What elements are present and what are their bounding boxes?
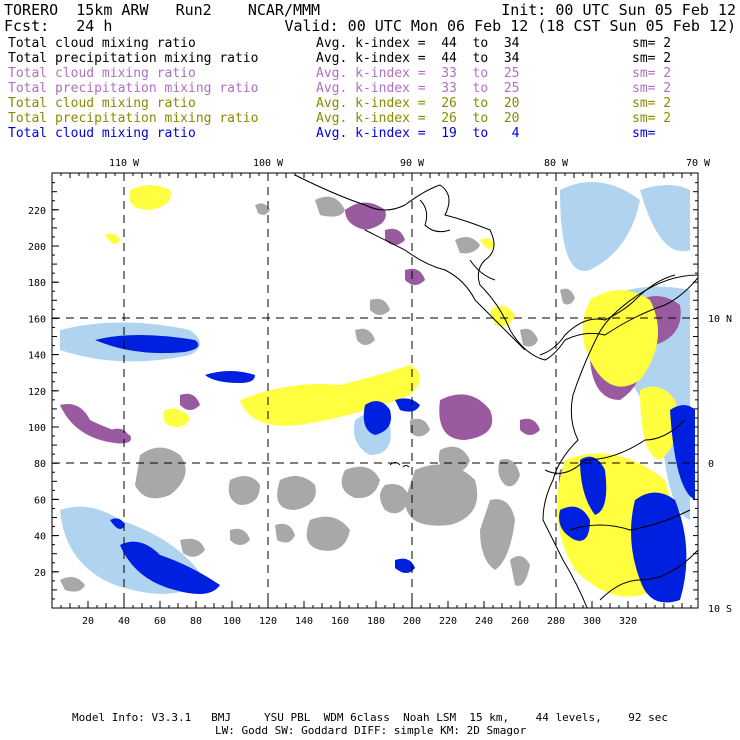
- x-tick-label: 60: [154, 616, 166, 627]
- y-tick-label: 180: [28, 278, 46, 289]
- legend-sm: sm=: [632, 126, 664, 141]
- y-tick-label: 100: [28, 423, 46, 434]
- legend-kidx: Avg. k-index = 26 to 20: [316, 96, 520, 111]
- x-tick-label: 300: [583, 616, 601, 627]
- legend-field: Total cloud mixing ratio: [8, 36, 196, 51]
- legend-sm: sm= 2: [632, 36, 672, 51]
- legend-field: Total cloud mixing ratio: [8, 66, 196, 81]
- x-tick-label: 180: [367, 616, 385, 627]
- y-tick-label: 60: [34, 495, 46, 506]
- legend-field: Total precipitation mixing ratio: [8, 111, 259, 126]
- y-tick-label: 40: [34, 532, 46, 543]
- legend-kidx: Avg. k-index = 33 to 25: [316, 81, 520, 96]
- legend-kidx: Avg. k-index = 19 to 4: [316, 126, 520, 141]
- lat-label: 0: [708, 459, 714, 470]
- gray-cloud-patches: [60, 196, 575, 592]
- legend-field: Total precipitation mixing ratio: [8, 81, 259, 96]
- x-tick-label: 20: [82, 616, 94, 627]
- legend-sm: sm= 2: [632, 96, 672, 111]
- x-tick-label: 260: [511, 616, 529, 627]
- legend-kidx: Avg. k-index = 33 to 25: [316, 66, 520, 81]
- x-tick-label: 240: [475, 616, 493, 627]
- x-tick-label: 80: [190, 616, 202, 627]
- y-tick-label: 200: [28, 242, 46, 253]
- y-tick-label: 220: [28, 206, 46, 217]
- legend-sm: sm= 2: [632, 66, 672, 81]
- legend-field: Total cloud mixing ratio: [8, 96, 196, 111]
- tick-marks: [52, 173, 698, 608]
- x-tick-label: 160: [331, 616, 349, 627]
- y-tick-label: 80: [34, 459, 46, 470]
- y-tick-label: 20: [34, 568, 46, 579]
- y-tick-label: 160: [28, 314, 46, 325]
- x-tick-label: 280: [547, 616, 565, 627]
- legend-kidx: Avg. k-index = 26 to 20: [316, 111, 520, 126]
- init-time: Init: 00 UTC Sun 05 Feb 12: [501, 1, 736, 19]
- legend-sm: sm= 2: [632, 111, 672, 126]
- lon-label: 80 W: [544, 158, 569, 169]
- lon-label: 90 W: [400, 158, 425, 169]
- footer-physics: LW: Godd SW: Goddard DIFF: simple KM: 2D…: [215, 724, 527, 737]
- legend-field: Total precipitation mixing ratio: [8, 51, 259, 66]
- x-tick-label: 200: [403, 616, 421, 627]
- legend-sm: sm= 2: [632, 81, 672, 96]
- legend-sm: sm= 2: [632, 51, 672, 66]
- legend-kidx: Avg. k-index = 44 to 34: [316, 51, 520, 66]
- legend-field: Total cloud mixing ratio: [8, 126, 196, 141]
- x-tick-label: 140: [295, 616, 313, 627]
- lat-label: 10 N: [708, 314, 732, 325]
- x-tick-label: 320: [619, 616, 637, 627]
- lon-label: 110 W: [109, 158, 140, 169]
- legend-kidx: Avg. k-index = 44 to 34: [316, 36, 520, 51]
- lon-label: 70 W: [686, 158, 711, 169]
- model-title: TORERO 15km ARW Run2 NCAR/MMM: [4, 1, 321, 19]
- x-tick-label: 220: [439, 616, 457, 627]
- y-tick-label: 120: [28, 387, 46, 398]
- latlon-grid: [52, 173, 698, 608]
- lon-label: 100 W: [253, 158, 284, 169]
- footer-model-info: Model Info: V3.3.1 BMJ YSU PBL WDM 6clas…: [72, 711, 669, 724]
- valid-time: Valid: 00 UTC Mon 06 Feb 12 (18 CST Sun …: [284, 17, 736, 35]
- y-tick-label: 140: [28, 351, 46, 362]
- x-tick-label: 100: [223, 616, 241, 627]
- forecast-hour: Fcst: 24 h: [4, 17, 113, 35]
- x-tick-label: 40: [118, 616, 130, 627]
- lat-label: 10 S: [708, 604, 732, 615]
- axis-labels: 20 40 60 80 100 120 140 160 180 200 220 240 260 280 30…: [28, 158, 732, 627]
- x-tick-label: 120: [259, 616, 277, 627]
- blue-patches: [95, 335, 695, 603]
